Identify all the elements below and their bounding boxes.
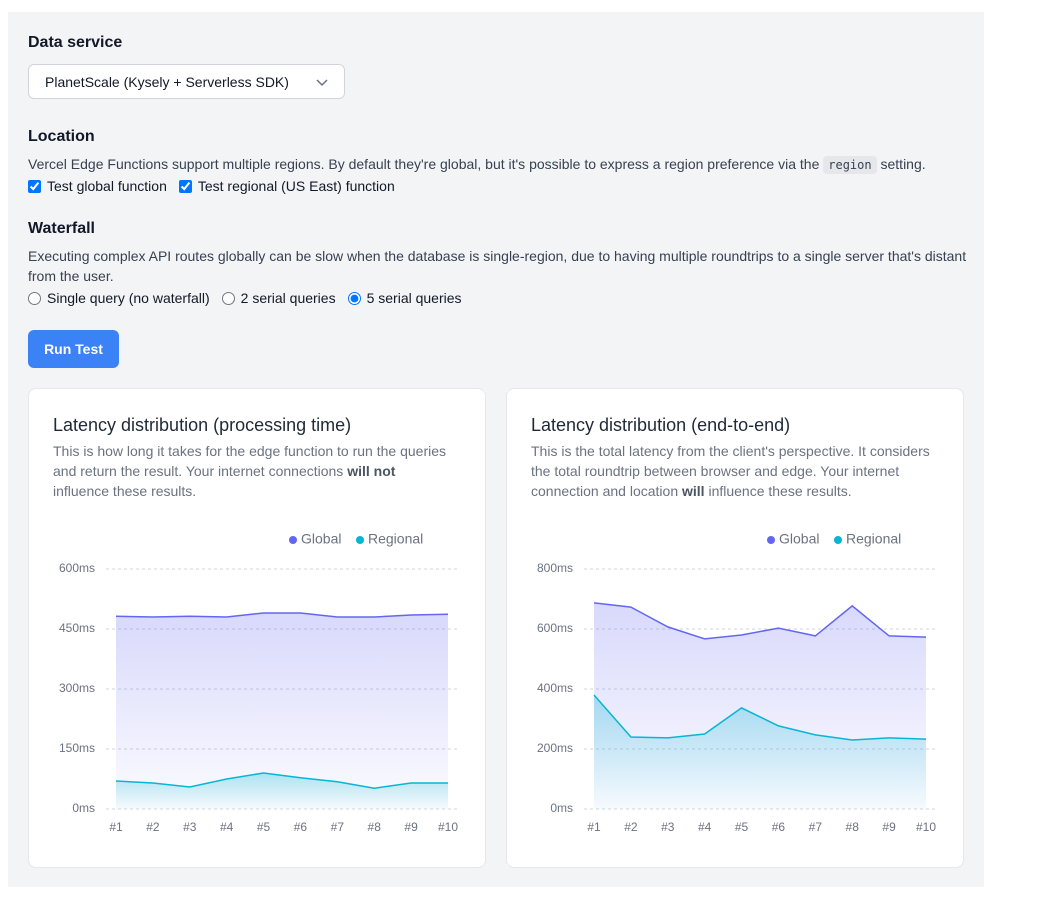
- area: [116, 613, 448, 809]
- select-value: PlanetScale (Kysely + Serverless SDK): [45, 74, 289, 90]
- chart-card: Latency distribution (processing time) Th…: [28, 388, 486, 868]
- line: [593, 694, 927, 741]
- legend-marker: [356, 536, 364, 544]
- x-tick-label: #9: [882, 820, 896, 834]
- chart-card: Latency distribution (end-to-end) This is…: [506, 388, 964, 868]
- section-label: Data service: [28, 34, 123, 51]
- legend-marker: [289, 536, 297, 544]
- radio-label[interactable]: Single query (no waterfall): [47, 290, 210, 306]
- subtitle-text: will not: [347, 463, 396, 479]
- y-tick-label: 600ms: [537, 621, 573, 635]
- x-tick-label: #4: [220, 820, 234, 834]
- panel: Data service PlanetScale (Kysely + Serve…: [8, 12, 984, 887]
- y-tick-label: 200ms: [537, 741, 573, 755]
- subtitle-text: influence these results.: [53, 483, 197, 499]
- y-tick-label: 0ms: [72, 801, 95, 815]
- text: Vercel Edge Functions support multiple r…: [28, 156, 824, 172]
- x-tick-label: #8: [368, 820, 382, 834]
- subtitle-text: This is how long it takes for the edge f…: [53, 443, 447, 479]
- area: [594, 695, 926, 809]
- text: setting.: [876, 156, 926, 172]
- x-tick-label: #5: [257, 820, 271, 834]
- chart-title: Latency distribution (end-to-end): [531, 415, 791, 435]
- legend-label: Global: [301, 531, 341, 547]
- legend-label: Regional: [846, 531, 901, 547]
- legend-label: Regional: [368, 531, 423, 547]
- chart: 0ms 200ms 400ms 600ms 800ms #1 #2 #3 #4 #5 #6 #7 #8 #…: [537, 531, 936, 834]
- y-tick-label: 150ms: [59, 741, 95, 755]
- x-tick-label: #3: [661, 820, 675, 834]
- section-label: Waterfall: [28, 220, 95, 237]
- radio-label[interactable]: 2 serial queries: [240, 290, 336, 306]
- chart-subtitle: This is the total latency from the clien…: [531, 441, 931, 501]
- line: [115, 772, 448, 789]
- x-tick-label: #1: [109, 820, 123, 834]
- x-tick-label: #9: [404, 820, 418, 834]
- chart-title: Latency distribution (processing time): [53, 415, 352, 435]
- run-button[interactable]: Run Test: [28, 330, 119, 368]
- code: region: [823, 156, 877, 174]
- chart: 0ms 150ms 300ms 450ms 600ms #1 #2 #3 #4 #5 #6 #7 #8 #…: [59, 531, 458, 834]
- chevron: [316, 79, 328, 87]
- x-tick-label: #8: [846, 820, 860, 834]
- y-tick-label: 600ms: [59, 561, 95, 575]
- checkbox[interactable]: [178, 179, 192, 193]
- y-tick-label: 450ms: [59, 621, 95, 635]
- subtitle-text: This is the total latency from the clien…: [531, 443, 930, 499]
- checkbox-label[interactable]: Test global function: [47, 178, 167, 194]
- legend-label: Global: [779, 531, 819, 547]
- description: Executing complex API routes globally ca…: [28, 248, 967, 284]
- section-label: Location: [28, 128, 95, 145]
- x-tick-label: #6: [772, 820, 786, 834]
- x-tick-label: #1: [587, 820, 601, 834]
- checkbox[interactable]: [28, 179, 41, 193]
- legend-marker: [834, 536, 842, 544]
- x-tick-label: #3: [183, 820, 197, 834]
- subtitle-text: will: [682, 483, 705, 499]
- x-tick-label: #10: [438, 820, 458, 834]
- x-tick-label: #7: [809, 820, 823, 834]
- y-tick-label: 300ms: [59, 681, 95, 695]
- radio-label[interactable]: 5 serial queries: [366, 290, 462, 306]
- y-tick-label: 0ms: [550, 801, 573, 815]
- x-tick-label: #5: [735, 820, 749, 834]
- line: [593, 602, 927, 640]
- line: [115, 612, 449, 618]
- y-tick-label: 800ms: [537, 561, 573, 575]
- x-tick-label: #6: [294, 820, 308, 834]
- chart-subtitle: This is how long it takes for the edge f…: [53, 441, 453, 501]
- radio[interactable]: [221, 291, 235, 305]
- description: Vercel Edge Functions support multiple r…: [28, 154, 926, 175]
- x-tick-label: #10: [916, 820, 936, 834]
- radio[interactable]: [347, 291, 361, 305]
- x-tick-label: #4: [698, 820, 712, 834]
- x-tick-label: #7: [331, 820, 345, 834]
- checkbox-group: Test global function Test regional (US E…: [28, 178, 407, 194]
- legend-marker: [767, 536, 775, 544]
- subtitle-text: influence these results.: [704, 483, 852, 499]
- radio[interactable]: [28, 291, 41, 305]
- select[interactable]: PlanetScale (Kysely + Serverless SDK): [28, 64, 345, 99]
- checkbox-label[interactable]: Test regional (US East) function: [197, 178, 395, 194]
- x-tick-label: #2: [624, 820, 638, 834]
- y-tick-label: 400ms: [537, 681, 573, 695]
- area: [116, 773, 448, 809]
- radio-group: Single query (no waterfall) 2 serial que…: [28, 290, 474, 306]
- x-tick-label: #2: [146, 820, 160, 834]
